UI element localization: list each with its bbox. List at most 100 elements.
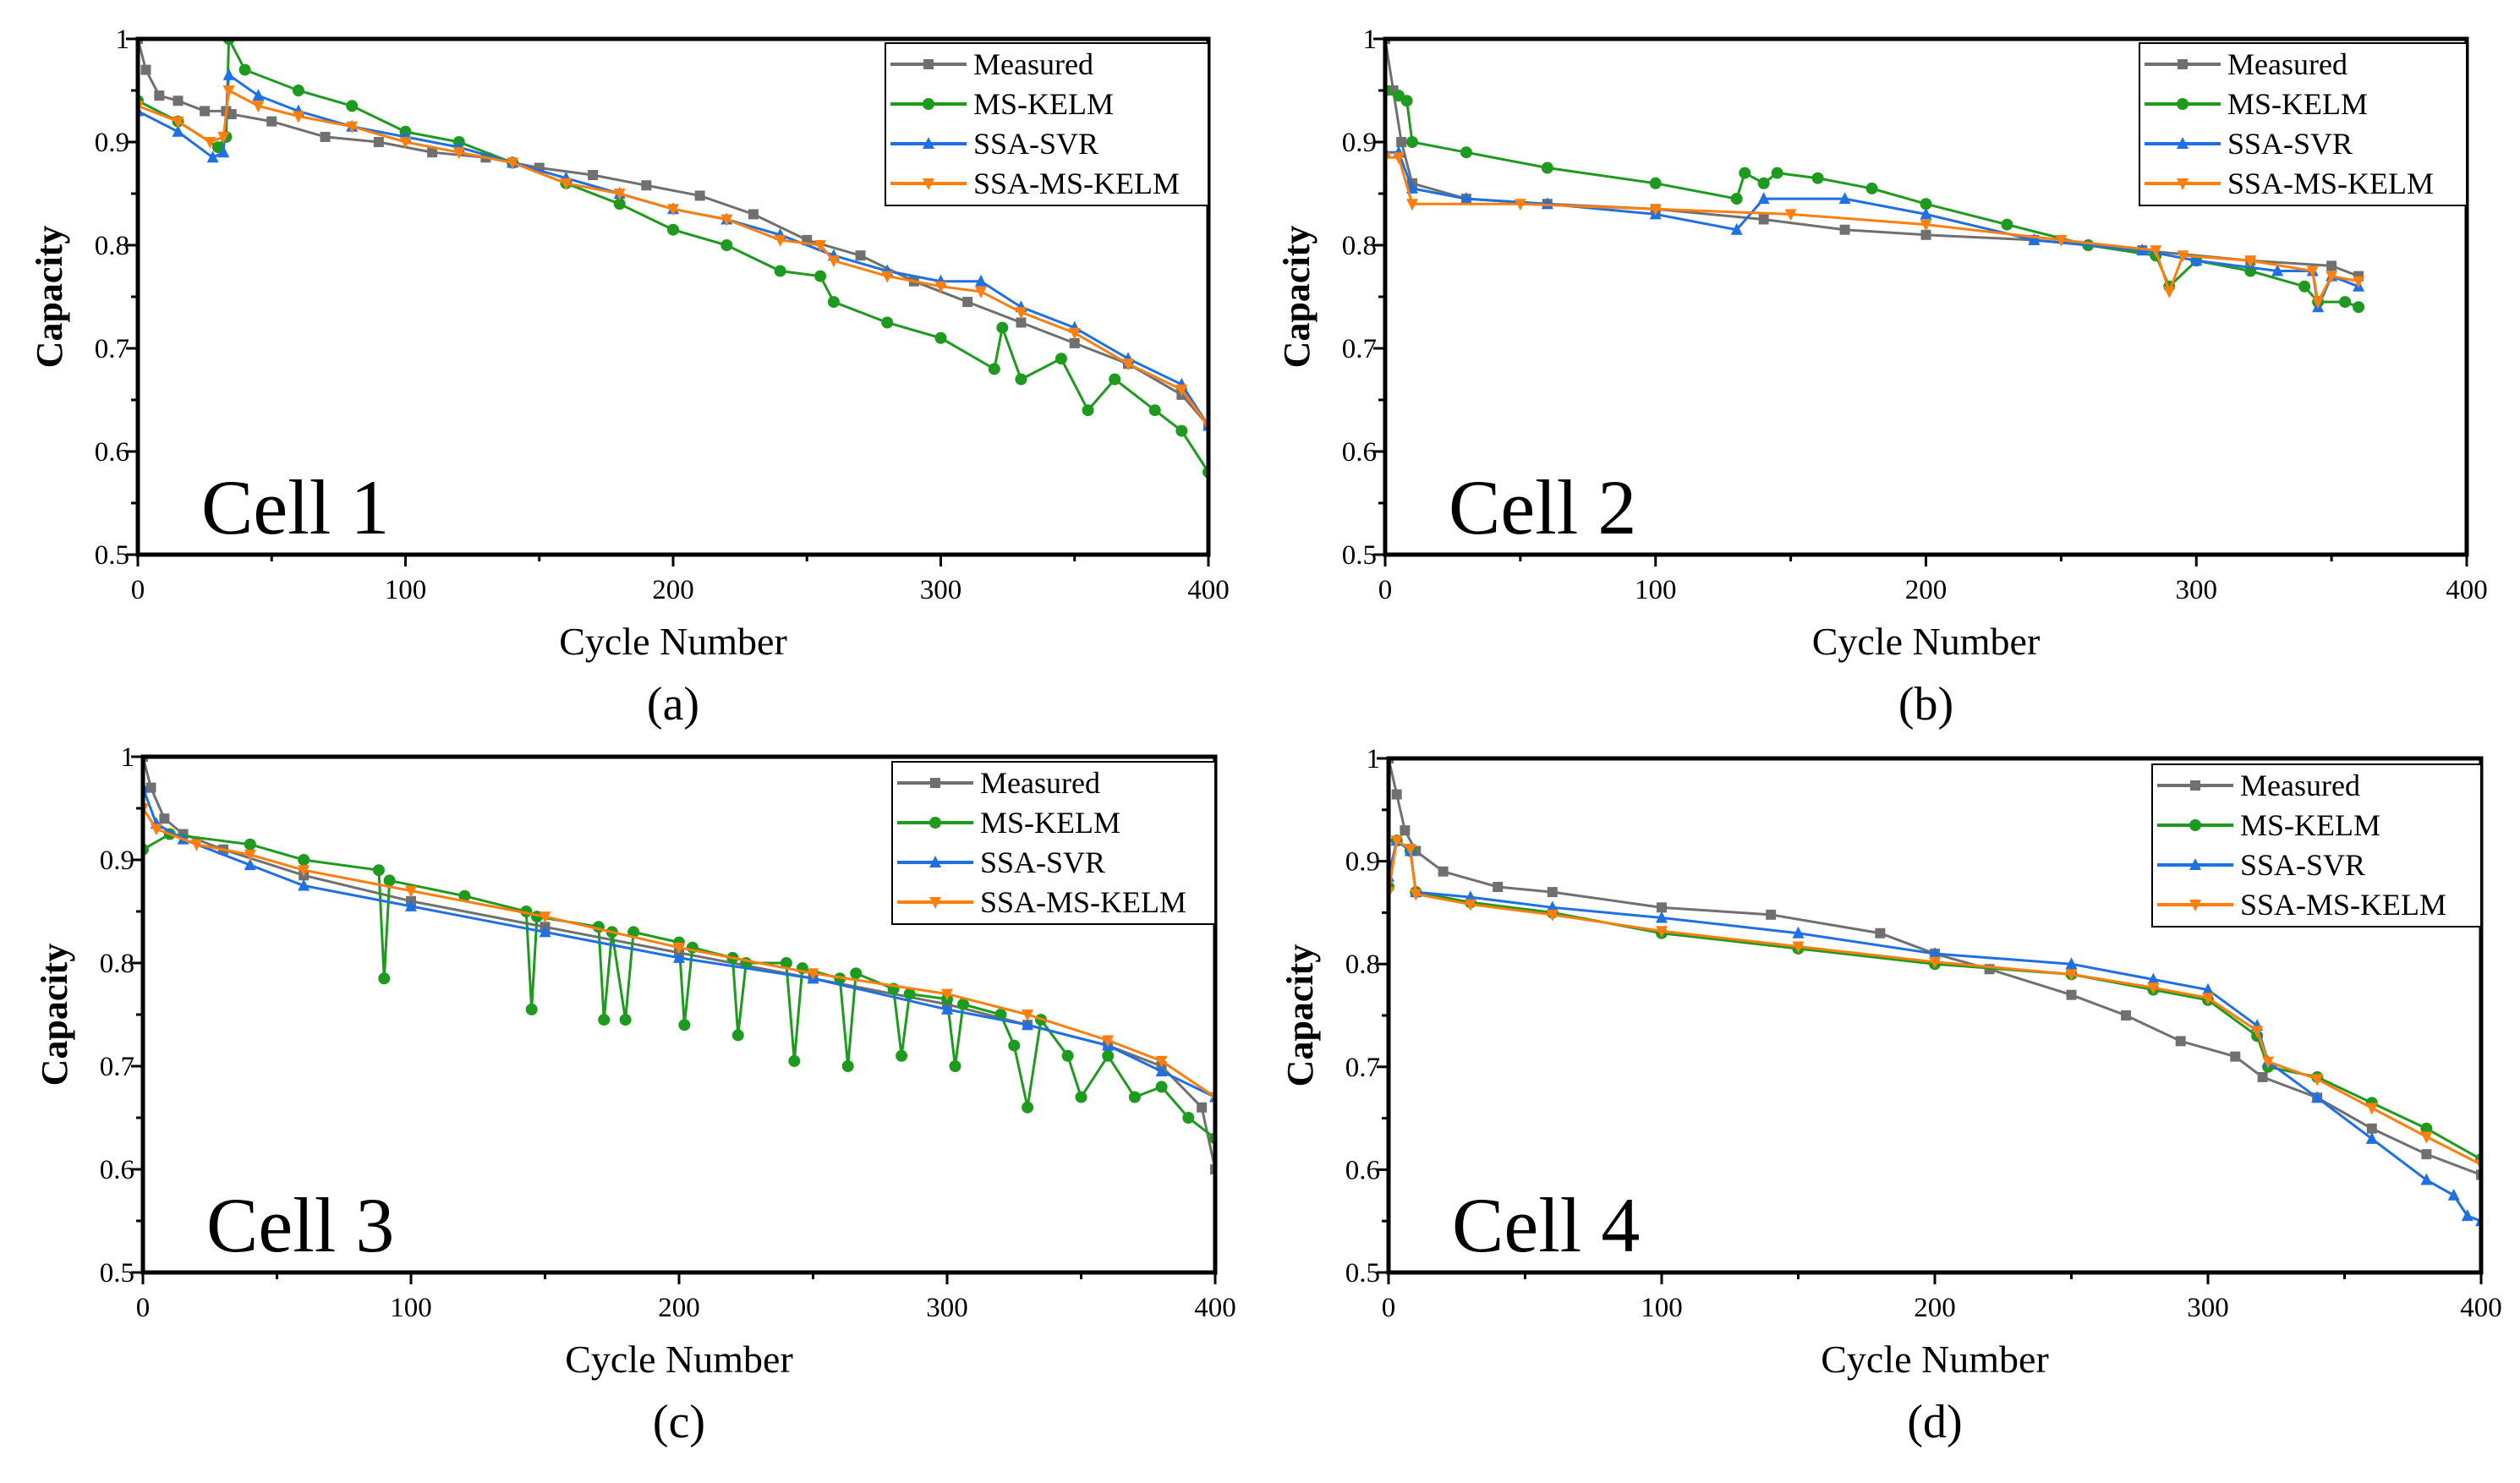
x-axis-label: Cycle Number	[565, 1338, 793, 1381]
data-point	[1075, 1091, 1087, 1103]
data-point	[1839, 224, 1850, 235]
legend-entry: Measured	[2227, 47, 2347, 81]
series-line	[1389, 838, 2481, 1223]
data-point	[507, 157, 519, 170]
legend-marker	[929, 856, 941, 867]
data-point	[399, 137, 412, 149]
series-line	[143, 807, 1215, 1098]
y-tick-label: 0.9	[100, 845, 134, 876]
data-point	[2312, 297, 2325, 309]
x-axis-label: Cycle Number	[1812, 620, 2041, 663]
data-point	[841, 1060, 854, 1072]
data-point	[1405, 199, 1418, 211]
data-point	[2420, 1131, 2433, 1144]
cell-annotation: Cell 2	[1449, 464, 1636, 550]
data-point	[2476, 1169, 2481, 1180]
data-point	[346, 100, 359, 112]
data-point	[298, 865, 310, 878]
data-point	[173, 96, 184, 107]
y-tick-label: 0.5	[1345, 1258, 1380, 1289]
legend-entry: SSA-SVR	[980, 845, 1105, 879]
legend: Measured MS-KELM SSA-SVR SSA-MS-KELM	[885, 42, 1209, 206]
y-tick-label: 0.5	[100, 1258, 134, 1289]
data-point	[1055, 353, 1067, 365]
data-point	[667, 223, 679, 236]
cell-annotation: Cell 3	[206, 1182, 394, 1268]
data-point	[613, 198, 626, 211]
data-point	[1757, 177, 1770, 189]
data-point	[780, 957, 792, 969]
legend-entry: MS-KELM	[980, 806, 1120, 840]
y-tick-label: 0.8	[1345, 949, 1380, 980]
data-point	[1920, 198, 1932, 211]
y-tick-label: 1	[1363, 25, 1378, 55]
data-point	[2365, 1131, 2378, 1144]
y-tick-label: 0.8	[1342, 231, 1377, 261]
legend: Measured MS-KELM SSA-SVR SSA-MS-KELM	[2139, 42, 2468, 206]
legend-entry: Measured	[980, 766, 1100, 800]
series-line	[1385, 156, 2359, 306]
y-tick-label: 0.5	[1342, 540, 1377, 571]
series-line	[1385, 89, 2359, 309]
data-point	[962, 297, 973, 308]
series-ms-kelm	[138, 39, 1208, 479]
data-point	[957, 998, 970, 1010]
data-point	[814, 270, 827, 282]
data-point	[1175, 424, 1188, 437]
x-tick-label: 300	[2187, 1293, 2229, 1323]
data-point	[1771, 167, 1783, 179]
y-tick-label: 1	[121, 742, 135, 773]
legend-marker	[2177, 137, 2189, 149]
data-point	[200, 106, 211, 117]
data-point	[1148, 404, 1161, 417]
y-tick-label: 0.9	[95, 128, 129, 158]
legend-entry: SSA-MS-KELM	[973, 167, 1180, 200]
data-point	[1929, 947, 1941, 960]
data-point	[2202, 993, 2214, 1005]
legend-marker	[923, 98, 934, 110]
y-tick-label: 0.6	[1345, 1155, 1380, 1185]
data-point	[1920, 219, 1932, 232]
data-point	[934, 331, 947, 344]
data-point	[1657, 902, 1667, 913]
data-point	[2150, 245, 2162, 258]
data-point	[814, 240, 827, 252]
x-tick-label: 100	[390, 1293, 432, 1323]
data-point	[150, 824, 162, 836]
legend-entry: SSA-MS-KELM	[2227, 167, 2434, 200]
data-point	[2298, 280, 2311, 293]
data-point	[903, 988, 916, 1000]
data-point	[1811, 172, 1824, 184]
data-point	[252, 89, 265, 101]
data-point	[1739, 167, 1751, 179]
data-point	[1128, 1091, 1141, 1103]
data-point	[2066, 989, 2077, 1000]
x-tick-label: 400	[1194, 1293, 1236, 1323]
legend-marker	[2189, 858, 2201, 870]
y-tick-label: 0.9	[1345, 847, 1380, 878]
data-point	[1022, 1010, 1034, 1021]
legend: Measured MS-KELM SSA-SVR SSA-MS-KELM	[2151, 763, 2482, 928]
data-point	[1102, 1049, 1115, 1062]
data-point	[383, 874, 396, 887]
data-point	[881, 316, 894, 329]
y-axis-label: Capacity	[1279, 944, 1321, 1087]
data-point	[292, 111, 304, 123]
data-point	[1460, 192, 1472, 205]
legend-entry: Measured	[973, 47, 1093, 81]
data-point	[2339, 296, 2352, 309]
series-ssa-svr	[1389, 834, 2481, 1227]
legend-entry: SSA-MS-KELM	[2240, 888, 2446, 922]
data-point	[641, 180, 652, 191]
data-point	[988, 363, 1000, 375]
data-point	[2147, 972, 2160, 985]
y-tick-label: 0.7	[95, 334, 129, 364]
data-point	[1920, 207, 1932, 220]
data-point	[720, 239, 733, 251]
y-tick-label: 0.6	[95, 437, 129, 468]
legend-entry: Measured	[2240, 769, 2360, 802]
data-point	[2028, 233, 2041, 245]
data-point	[2461, 1209, 2473, 1222]
data-point	[1390, 835, 1403, 848]
